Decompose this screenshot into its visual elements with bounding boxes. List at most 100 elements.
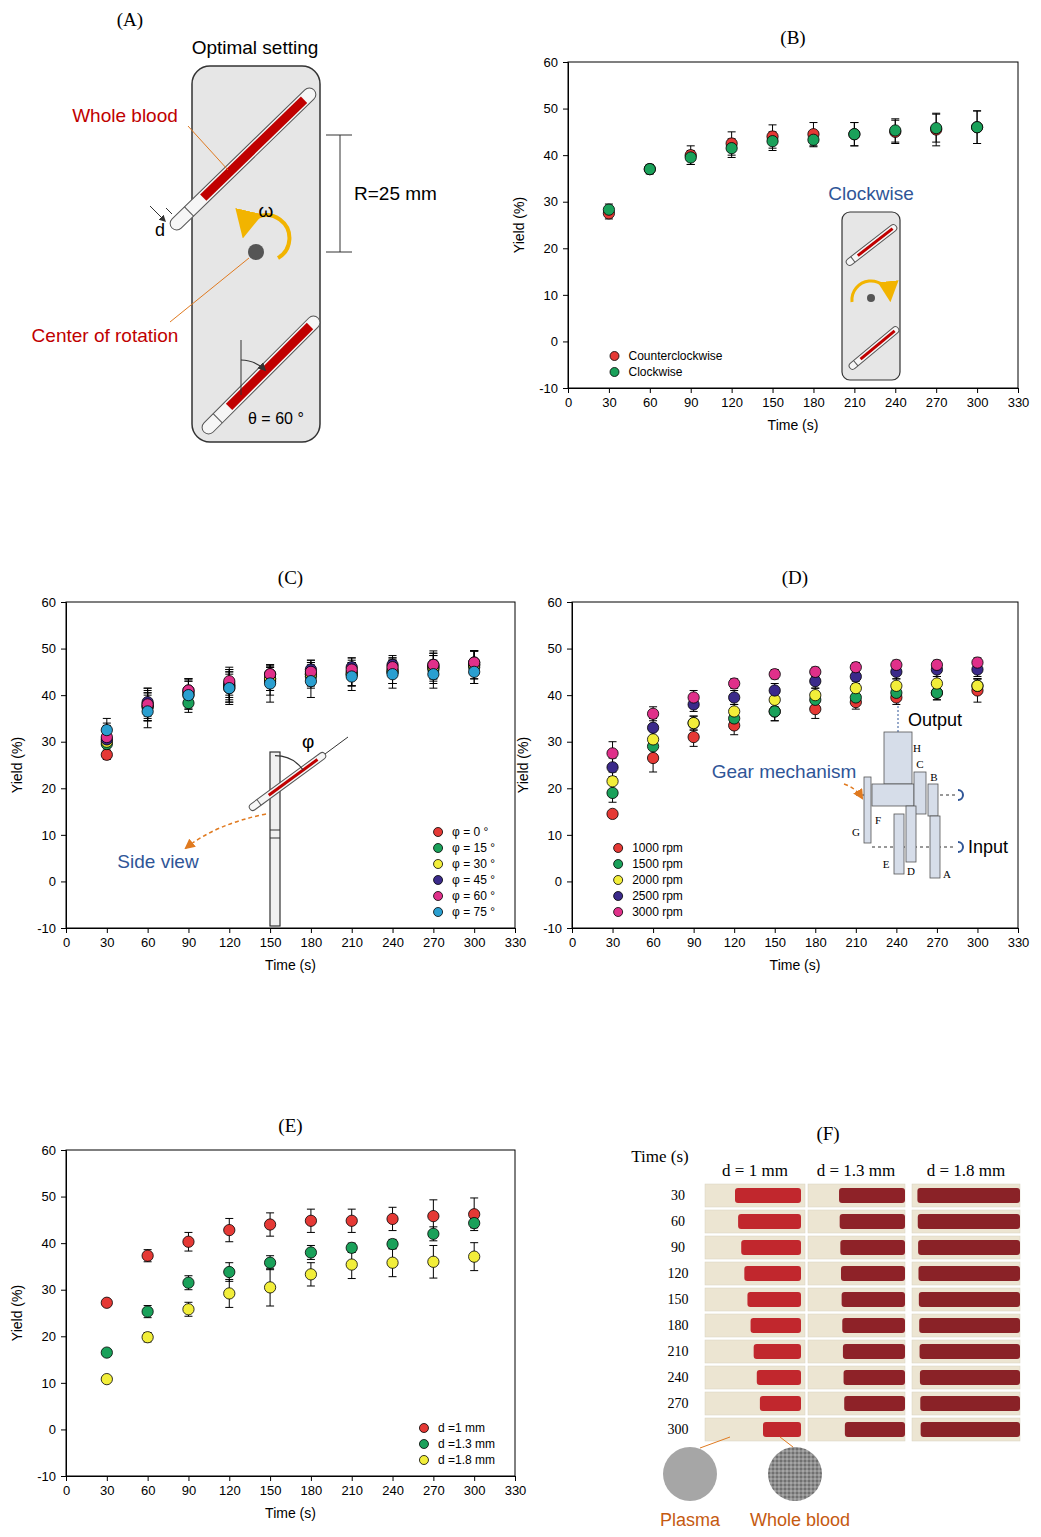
y-tick: 30 <box>42 1282 66 1297</box>
time-label: 300 <box>668 1422 689 1437</box>
y-tick-mark <box>61 1476 66 1477</box>
data-point <box>688 692 699 703</box>
radius-label: R=25 mm <box>354 183 437 204</box>
y-tick-label: 20 <box>548 781 562 796</box>
legend: CounterclockwiseClockwise <box>610 349 723 379</box>
x-tick: 90 <box>182 928 196 950</box>
y-tick-label: -10 <box>37 921 56 936</box>
x-tick-mark <box>311 928 312 933</box>
tube-photo-blood <box>918 1266 1020 1281</box>
error-bar-cap <box>850 145 858 146</box>
panel-f: (F)Time (s)d = 1 mmd = 1.3 mmd = 1.8 mm3… <box>631 1123 1020 1530</box>
error-bar-cap <box>973 678 981 679</box>
y-tick-label: 50 <box>42 1189 56 1204</box>
data-point <box>101 749 112 760</box>
error-bar-cap <box>892 678 900 679</box>
error-bar-cap <box>307 1232 315 1233</box>
x-tick: 120 <box>724 928 746 950</box>
x-tick-label: 240 <box>886 935 908 950</box>
error-bar-cap <box>389 657 397 658</box>
error-bar-cap <box>891 143 899 144</box>
error-bar-cap <box>348 1278 356 1279</box>
plasma-swatch <box>663 1447 717 1501</box>
y-axis-line <box>61 1151 67 1477</box>
error-bar-cap <box>184 1251 192 1252</box>
y-tick-mark <box>61 1429 66 1430</box>
error-bar-cap <box>730 734 738 735</box>
error-bar-cap <box>690 711 698 712</box>
legend-item: 1000 rpm <box>614 841 683 855</box>
legend-marker <box>419 1455 428 1464</box>
x-tick-mark <box>937 928 938 933</box>
x-axis-title: Time (s) <box>770 957 821 973</box>
error-bar-cap <box>728 157 736 158</box>
y-tick-mark <box>61 602 66 603</box>
x-tick-label: 270 <box>423 935 445 950</box>
y-tick-mark <box>567 649 572 650</box>
error-bar-cap <box>429 688 437 689</box>
annotation: Side view <box>117 851 199 872</box>
error-bar-cap <box>266 1306 274 1307</box>
data-point <box>810 666 821 677</box>
legend-label: 2500 rpm <box>632 889 683 903</box>
error-bar-cap <box>429 1240 437 1241</box>
tube-photo-blood <box>754 1344 801 1359</box>
y-tick-label: 50 <box>544 101 558 116</box>
tube-photo-blood <box>751 1318 801 1333</box>
x-tick: 270 <box>926 388 948 410</box>
error-bar-cap <box>184 1289 192 1290</box>
data-point <box>142 1306 153 1317</box>
data-point <box>729 678 740 689</box>
data-point <box>972 657 983 668</box>
error-bar-cap <box>429 650 437 651</box>
legend-item: φ = 60 ° <box>434 889 496 903</box>
x-tick-label: 210 <box>844 395 866 410</box>
panel-label: (A) <box>117 9 143 31</box>
y-tick-mark <box>563 155 568 156</box>
y-tick-label: 10 <box>42 1376 56 1391</box>
error-bar-cap <box>470 683 478 684</box>
error-bar-cap <box>307 660 315 661</box>
error-bar-cap <box>973 678 981 679</box>
legend-marker <box>434 859 443 868</box>
tube-photo <box>912 1236 1020 1259</box>
tube-photo-blood <box>763 1422 801 1437</box>
tube-photo <box>808 1392 905 1415</box>
error-bar-cap <box>307 1259 315 1260</box>
plot-frame <box>66 602 515 928</box>
tube-photo <box>705 1288 805 1311</box>
error-bar-cap <box>470 650 478 651</box>
tube-photo <box>912 1262 1020 1285</box>
gear <box>864 777 871 843</box>
x-axis: 0306090120150180210240270300330 <box>63 928 526 950</box>
legend-label: 1500 rpm <box>632 857 683 871</box>
legend-item: φ = 15 ° <box>434 841 496 855</box>
legend-label: φ = 60 ° <box>452 889 495 903</box>
y-axis-title: Yield (%) <box>9 737 25 793</box>
x-tick-mark <box>694 928 695 933</box>
data-point <box>224 683 235 694</box>
tube-photo <box>808 1210 905 1233</box>
legend-label: φ = 75 ° <box>452 905 495 919</box>
tube-photo-blood <box>844 1396 905 1411</box>
data-point <box>183 689 194 700</box>
y-tick: 30 <box>548 734 572 749</box>
legend-marker <box>614 907 623 916</box>
x-tick-mark <box>433 928 434 933</box>
x-tick-mark <box>148 928 149 933</box>
x-tick-mark <box>1018 928 1019 933</box>
x-tick-label: 300 <box>464 935 486 950</box>
error-bar-cap <box>649 706 657 707</box>
y-tick-mark <box>567 835 572 836</box>
data-point <box>931 122 942 133</box>
error-bar-cap <box>225 667 233 668</box>
x-axis-title: Time (s) <box>265 957 316 973</box>
error-bar-cap <box>266 1236 274 1237</box>
x-tick: 0 <box>63 1476 70 1498</box>
error-bar-cap <box>266 664 274 665</box>
y-tick: 10 <box>42 828 66 843</box>
data-point <box>305 676 316 687</box>
error-bar-cap <box>769 150 777 151</box>
x-axis-line <box>569 389 1019 394</box>
data-point <box>142 1332 153 1343</box>
